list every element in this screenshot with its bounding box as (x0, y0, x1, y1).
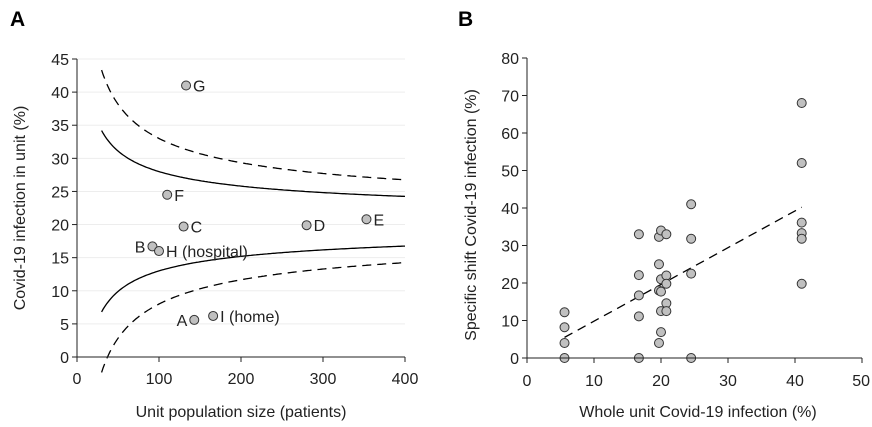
panel-b-point (633, 270, 644, 281)
panel-a-lower-outer-limit (100, 261, 406, 373)
panel-a-point (301, 220, 312, 231)
panel-a-point-label: H (hospital) (166, 244, 248, 261)
panel-a-y-tick-label: 35 (51, 118, 69, 135)
panel-b-point (661, 270, 672, 281)
panel-a-x-axis-label: Unit population size (patients) (136, 404, 347, 421)
panel-b-y-tick-label: 30 (501, 239, 519, 256)
panel-b-y-tick-label: 40 (501, 201, 519, 218)
panel-a-point (178, 221, 189, 232)
panel-b-point (661, 229, 672, 240)
panel-b-point (559, 338, 570, 348)
panel-b-point (653, 338, 664, 348)
panel-a-point (162, 189, 173, 200)
panel-b-point (633, 229, 644, 240)
panel-a: A GFC D EB H (hospital)A I (home) 0 100 200 300… (10, 8, 418, 421)
panel-a-gridlines (77, 58, 405, 325)
panel-b-fit-line (564, 206, 803, 338)
panel-b-point (656, 327, 666, 338)
panel-a-letter: A (10, 8, 25, 31)
panel-a-upper-inner-limit (101, 130, 406, 198)
panel-b-y-tick-label: 10 (501, 314, 519, 331)
panel-b-point (661, 278, 672, 289)
panel-b-point (796, 217, 807, 228)
panel-b-point (796, 278, 807, 289)
panel-b-point (656, 286, 666, 297)
panel-b: B 0 10 20 30 40 50 0 10 20 30 40 50 60 70 80 Whole un… (458, 8, 870, 421)
panel-b-point (686, 233, 697, 244)
panel-b-axes (526, 58, 862, 359)
panel-a-y-tick-label: 45 (51, 52, 69, 69)
panel-a-point (208, 310, 219, 321)
panel-b-point (633, 290, 644, 301)
panel-b-x-tick-label: 40 (786, 373, 804, 390)
panel-a-point (361, 214, 372, 225)
panel-b-y-ticks: 0 10 20 30 40 50 60 70 80 (501, 51, 527, 368)
panel-b-point (686, 268, 697, 279)
panel-b-point (559, 322, 570, 333)
panel-a-x-tick-label: 100 (146, 371, 173, 388)
panel-b-y-tick-label: 70 (501, 89, 519, 106)
panel-b-points (559, 98, 807, 363)
panel-b-x-tick-label: 30 (719, 373, 737, 390)
panel-b-point (633, 311, 644, 322)
panel-b-y-tick-label: 20 (501, 276, 519, 293)
panel-a-x-tick-label: 400 (392, 371, 419, 388)
panel-b-y-tick-label: 80 (501, 51, 519, 68)
panel-b-x-tick-label: 50 (852, 373, 870, 390)
panel-a-y-tick-label: 5 (60, 317, 69, 334)
panel-b-point (661, 306, 672, 317)
panel-a-lower-inner-limit (101, 245, 405, 313)
panel-a-y-tick-label: 30 (51, 151, 69, 168)
panel-a-point-label: A (177, 313, 188, 330)
panel-b-point (796, 158, 807, 168)
panel-a-y-tick-label: 20 (51, 218, 69, 235)
panel-a-x-tick-label: 200 (228, 371, 255, 388)
panel-a-point-label: D (314, 218, 326, 235)
panel-a-y-ticks: 0 5 10 15 20 25 30 35 40 45 (51, 52, 77, 367)
panel-a-point-label: I (home) (220, 309, 280, 326)
panel-b-x-axis-label: Whole unit Covid-19 infection (%) (579, 404, 816, 421)
panel-b-point (653, 259, 664, 270)
panel-a-upper-outer-limit (100, 69, 406, 181)
panel-a-point-label: E (373, 212, 384, 229)
panel-a-point (154, 246, 164, 257)
panel-a-point-label: B (135, 239, 146, 256)
panel-a-x-ticks: 0 100 200 300 400 (73, 357, 419, 388)
panel-a-points: G FC D E B H (hospital) A I (home) (135, 78, 384, 329)
panel-a-y-tick-label: 0 (60, 350, 69, 367)
panel-a-y-tick-label: 10 (51, 284, 69, 301)
panel-a-y-axis-label: Covid-19 infection in unit (%) (12, 106, 29, 311)
panel-b-letter: B (458, 8, 473, 31)
panel-a-point (189, 314, 200, 325)
panel-a-y-tick-label: 40 (51, 85, 69, 102)
panel-b-y-tick-label: 50 (501, 164, 519, 181)
panel-b-point (796, 98, 807, 108)
panel-b-x-ticks: 0 10 20 30 40 50 (523, 358, 870, 390)
panel-b-x-tick-label: 10 (585, 373, 603, 390)
panel-a-y-tick-label: 25 (51, 184, 69, 201)
panel-b-y-tick-label: 60 (501, 126, 519, 143)
panel-a-y-tick-label: 15 (51, 251, 69, 268)
panel-a-x-tick-label: 0 (73, 371, 82, 388)
panel-b-x-tick-label: 0 (523, 373, 532, 390)
panel-b-point (686, 199, 697, 210)
panel-a-point-label: F (174, 188, 184, 205)
panel-b-regression-line (564, 206, 803, 338)
panel-b-point (796, 233, 807, 244)
panel-b-point (559, 307, 570, 318)
panel-b-x-tick-label: 20 (652, 373, 670, 390)
panel-a-point-label: C (191, 220, 203, 237)
panel-a-funnel-curves (100, 69, 406, 373)
panel-a-point (181, 80, 192, 91)
panel-b-y-axis-label: Specific shift Covid-19 infection (%) (463, 89, 480, 341)
panel-a-x-tick-label: 300 (310, 371, 337, 388)
panel-a-point-label: G (193, 78, 205, 95)
panel-b-y-tick-label: 0 (510, 351, 519, 368)
